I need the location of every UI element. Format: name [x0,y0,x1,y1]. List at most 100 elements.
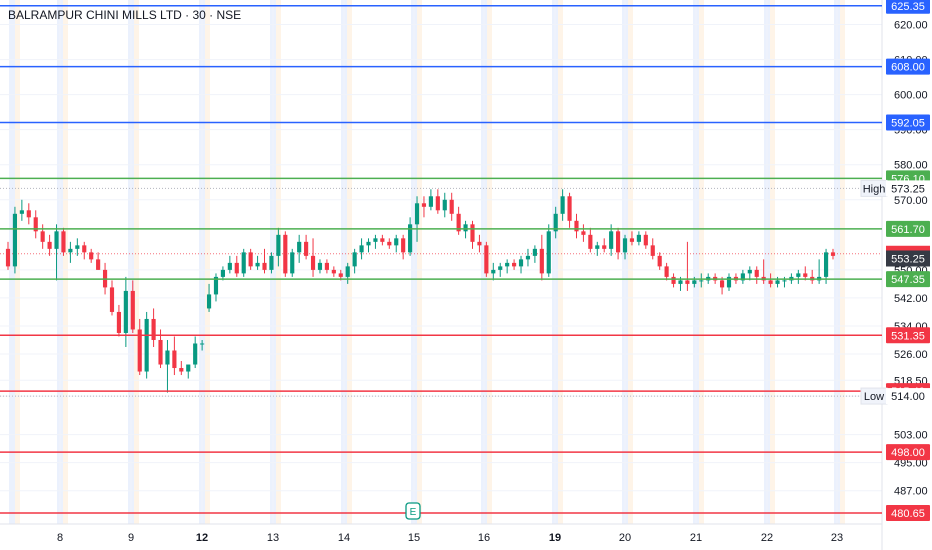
marker-price-low: 514.00 [891,391,925,403]
candle-body [373,238,378,242]
candle-body [616,231,621,253]
time-tick-label: 23 [831,532,843,544]
candle-body [421,203,427,207]
candle-body [664,266,669,277]
candle-body [359,245,364,253]
candle-body [581,231,586,235]
candle-body [68,248,73,253]
candle-body [685,280,690,284]
session-band [699,0,704,524]
candle-body [588,234,593,249]
candle-body [719,280,725,288]
candle-body [109,287,115,312]
chart-title: BALRAMPUR CHINI MILLS LTD · 30 · NSE [8,8,242,22]
session-band [9,0,15,524]
candle-body [428,196,433,207]
earnings-icon [405,502,421,520]
prev-close-tag-label: 553.25 [891,253,925,265]
candle-body [823,252,829,277]
candle-body [518,259,524,267]
candle-body [830,252,836,256]
candle-body [602,245,607,249]
candle-body [560,196,565,214]
candle-body [567,196,572,221]
candle-body [75,245,80,249]
candle-body [768,280,773,284]
candle-body [414,203,420,225]
candle-body [248,252,253,267]
candle-body [775,280,780,284]
time-tick-label: 9 [128,532,134,544]
level-price-tag [886,0,930,14]
candle-body [491,269,496,274]
candle-body [796,273,801,277]
candle-body [137,329,142,372]
level-price-tag [886,504,930,521]
prev-close-tag [886,250,930,267]
candle-body [803,273,808,277]
candle-body [498,266,503,270]
candle-body [394,238,399,246]
candle-body [345,266,350,277]
level-price-label: 531.35 [891,330,925,342]
candle-body [255,262,260,267]
candle-body [505,262,510,267]
candle-body [678,280,683,284]
price-tick-label: 600.00 [894,90,928,102]
candle-body [352,252,357,267]
price-tick-label: 620.00 [894,20,928,32]
level-price-tag [886,271,930,288]
candle-body [622,238,628,253]
candle-body [449,199,454,214]
candle-body [144,318,149,372]
candle-body [317,262,323,270]
candle-body [200,343,205,345]
time-tick-label: 22 [761,532,773,544]
candle-body [234,262,239,274]
candle-body [123,290,128,333]
level-price-label: 547.35 [891,274,925,286]
candle-body [609,231,614,249]
candle-body [477,241,482,246]
candle-body [33,217,38,232]
candle-body [636,234,641,242]
candle-body [276,234,281,256]
candle-body [539,248,544,274]
marker-price-tag [886,180,930,197]
candle-body [96,259,101,270]
session-band [417,0,422,524]
session-band [15,0,20,524]
candle-body [657,255,662,267]
price-tick-label: 526.00 [894,349,928,361]
marker-name-high: High [863,183,886,195]
candle-body [331,269,336,274]
level-price-tag [886,220,930,237]
candle-body [401,238,406,253]
candle-body [206,294,212,309]
candle-body [574,220,579,232]
candle-body [699,280,704,282]
earnings-icon-label: E [410,507,417,518]
candle-body [61,231,66,253]
candle-body [213,276,219,295]
candle-body [456,213,461,232]
candle-body [324,262,329,270]
candle-body [553,213,558,232]
candle-body [172,350,177,369]
session-band [558,0,563,524]
session-band [840,0,845,524]
level-price-label: 480.65 [891,508,925,520]
level-price-label: 498.00 [891,447,925,459]
candle-body [463,224,468,232]
candle-body [643,234,648,246]
candle-body [283,234,288,274]
candle-body [19,210,24,214]
session-band [770,0,775,524]
candle-body [130,290,135,330]
candle-body [290,252,295,274]
time-tick-label: 13 [267,532,279,544]
candle-body [366,241,371,246]
time-tick-label: 16 [478,532,490,544]
candle-body [782,280,787,282]
